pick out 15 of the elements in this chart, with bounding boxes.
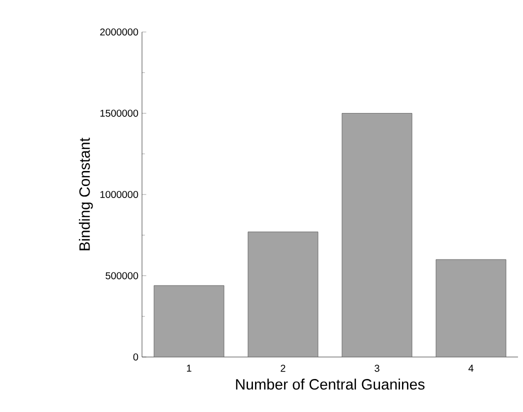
x-tick-label: 2 <box>280 364 286 372</box>
bar <box>342 113 412 357</box>
y-tick-label: 0 <box>133 353 138 361</box>
x-axis-title: Number of Central Guanines <box>236 378 425 390</box>
y-tick-label: 2000000 <box>100 28 138 36</box>
x-tick-label: 4 <box>468 364 474 372</box>
y-tick-label: 500000 <box>106 272 138 280</box>
y-tick-label: 1000000 <box>100 190 138 198</box>
bar <box>436 259 506 357</box>
x-tick-label: 1 <box>186 364 192 372</box>
bar <box>154 285 224 357</box>
bar <box>248 232 318 357</box>
x-tick-label: 3 <box>374 364 380 372</box>
y-tick-label: 1500000 <box>100 110 138 117</box>
y-axis-title: Binding Constant <box>78 138 93 250</box>
